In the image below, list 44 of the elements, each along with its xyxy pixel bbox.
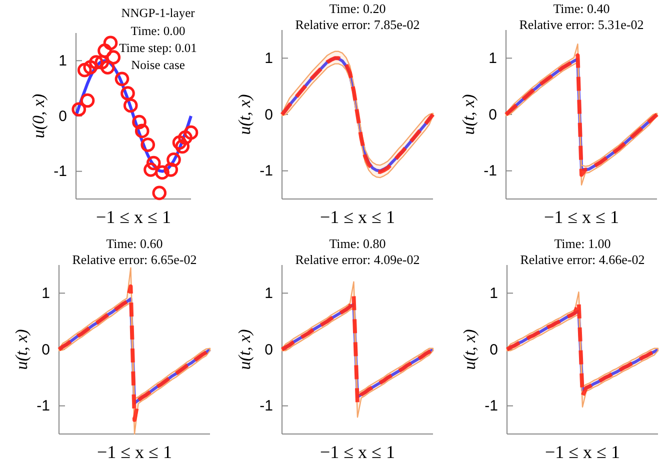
annotation: Noise case — [131, 58, 186, 72]
y-tick-label: -1 — [484, 162, 497, 180]
chart-title: NNGP-1-layer — [121, 6, 196, 20]
y-tick-label: 0 — [264, 106, 273, 124]
y-tick-label: -1 — [260, 162, 273, 180]
y-tick-label: 0 — [42, 341, 50, 358]
y-axis-title: u(0, x) — [29, 93, 48, 138]
x-axis-title: −1 ≤ x ≤ 1 — [544, 207, 619, 227]
y-tick-label: 0 — [264, 341, 273, 358]
chart-subtitle: Relative error: 7.85e-02 — [295, 17, 420, 32]
chart-subtitle: Relative error: 4.09e-02 — [295, 252, 420, 267]
y-tick-label: 1 — [488, 50, 497, 67]
y-tick-label: 1 — [264, 284, 273, 302]
y-tick-label: 1 — [42, 284, 50, 302]
y-tick-label: -1 — [484, 398, 498, 415]
y-tick-label: 0 — [488, 106, 497, 124]
x-axis-title: −1 ≤ x ≤ 1 — [97, 442, 172, 462]
y-axis-title: u(t, x) — [460, 328, 479, 370]
y-tick-label: -1 — [54, 163, 67, 180]
chart-title: Time: 0.60 — [106, 236, 163, 251]
y-tick-label: -1 — [260, 398, 273, 415]
x-axis-title: −1 ≤ x ≤ 1 — [320, 207, 395, 227]
y-tick-label: 1 — [264, 50, 273, 67]
y-tick-label: 1 — [490, 284, 498, 302]
chart-subtitle: Relative error: 6.65e-02 — [72, 252, 197, 267]
y-tick-label: 0 — [58, 108, 67, 125]
annotation: Time step: 0.01 — [119, 41, 197, 55]
chart-title: Time: 0.80 — [329, 236, 386, 251]
x-axis-title: −1 ≤ x ≤ 1 — [96, 207, 171, 227]
y-axis-title: u(t, x) — [235, 94, 254, 135]
chart-subtitle: Relative error: 5.31e-02 — [519, 17, 644, 32]
y-axis-title: u(t, x) — [12, 328, 31, 370]
chart-subtitle: Relative error: 4.66e-02 — [520, 252, 645, 267]
annotation: Time: 0.00 — [130, 24, 186, 38]
y-axis-title: u(t, x) — [459, 94, 478, 135]
chart-title: Time: 0.20 — [329, 1, 386, 16]
y-axis-title: u(t, x) — [235, 328, 254, 370]
x-axis-title: −1 ≤ x ≤ 1 — [545, 442, 620, 462]
chart-title: Time: 1.00 — [554, 236, 611, 251]
chart-title: Time: 0.40 — [553, 1, 610, 16]
x-axis-title: −1 ≤ x ≤ 1 — [320, 442, 395, 462]
y-tick-label: 0 — [490, 341, 498, 358]
y-tick-label: 1 — [58, 52, 67, 70]
y-tick-label: -1 — [36, 398, 50, 415]
